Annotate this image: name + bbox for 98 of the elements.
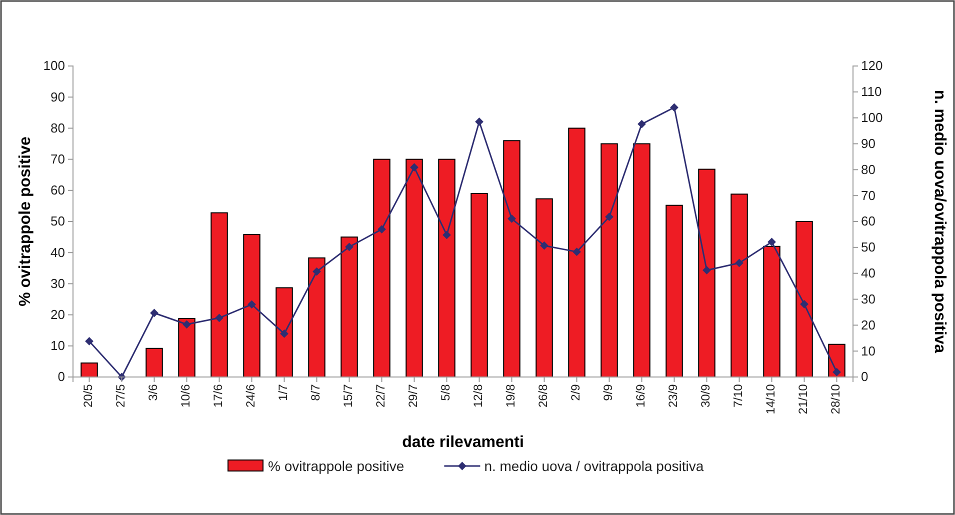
bar (600, 143, 618, 378)
bar (210, 212, 228, 378)
point (85, 337, 94, 346)
y-axis-title: % ovitrappole positive (17, 136, 34, 306)
point (215, 314, 224, 322)
point (248, 300, 256, 309)
y-tick-label: 20 (50, 306, 65, 322)
y2-tick-label: 120 (861, 58, 883, 74)
x-tick-label: 24/6 (243, 384, 258, 408)
point (605, 212, 614, 222)
x-tick-label: 22/7 (373, 384, 388, 408)
point (768, 238, 776, 246)
bar (698, 168, 716, 378)
x-tick-label: 28/10 (828, 384, 842, 414)
x-tick-label: 19/8 (503, 384, 518, 408)
x-tick-label: 30/9 (698, 384, 712, 408)
x-tick-label: 10/6 (178, 384, 192, 408)
y2-tick-label: 70 (861, 188, 876, 203)
x-tick-label: 8/7 (308, 384, 322, 401)
x-tick-label: 17/6 (210, 384, 225, 408)
y-tick-label: 60 (50, 182, 65, 198)
point (800, 300, 808, 308)
x-tick-label: 9/9 (600, 384, 615, 401)
point (312, 267, 321, 276)
x-tick-label: 2/9 (568, 384, 582, 401)
y2-tick-label: 0 (861, 369, 868, 384)
y2-tick-label: 30 (861, 291, 876, 306)
bar (503, 140, 520, 378)
point (410, 163, 418, 172)
y2-tick-label: 60 (861, 214, 876, 229)
y2-axis-title: n. medio uova/ovitrappola positiva (931, 90, 948, 354)
point (475, 118, 484, 126)
bar (340, 236, 358, 378)
point (508, 214, 516, 223)
point (442, 230, 451, 240)
y-tick-label: 0 (58, 369, 65, 384)
bar (276, 287, 293, 378)
bar (730, 194, 748, 378)
y2-tick-label: 50 (861, 240, 876, 255)
point (638, 120, 646, 128)
y2-tick-label: 100 (861, 110, 883, 125)
y2-tick-label: 20 (861, 317, 876, 332)
point (572, 248, 581, 256)
x-tick-label: 20/5 (80, 384, 95, 408)
point (832, 368, 841, 376)
point (378, 225, 386, 234)
x-tick-label: 23/9 (666, 384, 680, 408)
bar (568, 128, 586, 378)
y-tick-label: 80 (50, 120, 65, 136)
y2-tick-label: 10 (861, 343, 876, 358)
y2-tick-label: 110 (861, 84, 882, 100)
bar (243, 234, 260, 378)
x-tick-label: 12/8 (470, 384, 485, 408)
y2-tick-label: 90 (861, 136, 876, 151)
bar (796, 221, 813, 378)
bar (438, 158, 456, 378)
point (182, 320, 191, 329)
y-tick-label: 70 (50, 151, 65, 166)
point (670, 103, 678, 112)
y-tick-label: 10 (50, 338, 65, 354)
point (150, 308, 158, 318)
x-tick-label: 1/7 (276, 384, 290, 401)
x-tick-label: 16/9 (633, 384, 648, 408)
x-tick-label: 26/8 (536, 384, 550, 408)
bar (763, 246, 780, 378)
x-tick-label: 27/5 (113, 384, 128, 408)
point (280, 330, 288, 338)
point (540, 241, 548, 250)
bar (666, 204, 683, 378)
point (345, 242, 354, 252)
y2-tick-label: 80 (861, 162, 876, 177)
bar (178, 318, 196, 378)
y-tick-label: 100 (43, 58, 65, 74)
bar (308, 257, 326, 378)
y-tick-label: 90 (50, 89, 65, 104)
x-axis-title: date rilevamenti (402, 434, 524, 451)
y-tick-label: 30 (50, 276, 65, 291)
x-tick-label: 7/10 (730, 384, 745, 408)
x-tick-label: 3/6 (146, 384, 160, 401)
bar (536, 198, 553, 378)
bar (146, 348, 163, 378)
y-tick-label: 40 (50, 244, 65, 260)
bar (406, 158, 423, 378)
y2-tick-label: 40 (861, 265, 876, 280)
legend-label: % ovitrappole positive (268, 458, 404, 474)
x-tick-label: 21/10 (796, 384, 810, 414)
y-tick-label: 50 (50, 214, 65, 229)
x-tick-label: 29/7 (406, 384, 420, 408)
x-tick-label: 15/7 (340, 384, 355, 408)
bar (373, 158, 390, 378)
point (735, 258, 744, 268)
point (702, 266, 711, 274)
x-tick-label: 14/10 (763, 384, 778, 414)
x-tick-label: 5/8 (438, 384, 452, 401)
bar (80, 362, 98, 378)
bar (470, 193, 488, 378)
bar (633, 143, 650, 378)
legend-label: n. medio uova / ovitrappola positiva (484, 458, 704, 474)
